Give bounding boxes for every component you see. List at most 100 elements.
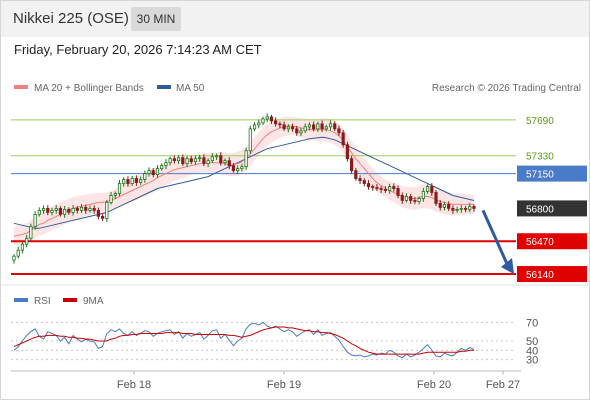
candle-body (307, 124, 312, 128)
candle-body (117, 183, 122, 194)
candle-body (303, 126, 307, 132)
rsi-tick-label-70: 70 (526, 317, 538, 329)
candle-body (214, 155, 219, 158)
candle-body (392, 186, 396, 189)
level-label-56470: 56470 (526, 237, 554, 248)
report-datetime: Friday, February 20, 2026 7:14:23 AM CET (14, 42, 262, 57)
candle-body (181, 157, 185, 165)
candle-body (248, 128, 252, 152)
x-tick-label: Feb 19 (267, 379, 301, 391)
candle-body (151, 170, 155, 175)
candle-body (375, 187, 379, 189)
level-badge-57150 (517, 165, 587, 182)
candle-body (362, 180, 366, 184)
candle-body (172, 158, 176, 162)
level-badge-56470 (517, 233, 587, 250)
candle-body (79, 207, 84, 211)
candle-body (333, 123, 337, 130)
candle-body (189, 158, 193, 163)
candle-body (413, 200, 417, 202)
candle-body (71, 208, 75, 213)
candle-body (202, 157, 206, 165)
candle-body (366, 183, 371, 187)
candle-body (269, 116, 274, 122)
level-badge-56140 (517, 266, 587, 283)
candle-body (46, 208, 50, 213)
candle-body (451, 208, 455, 211)
candle-body (350, 158, 354, 172)
candle-body (387, 186, 392, 191)
candle-body (58, 208, 63, 215)
candle-body (37, 210, 41, 215)
candle-body (231, 165, 236, 172)
candle-body (472, 206, 476, 209)
candle-body (442, 204, 447, 208)
candle-body (122, 179, 126, 184)
ma20-legend-swatch (14, 85, 28, 89)
candle-body (16, 249, 20, 257)
candle-body (176, 157, 181, 162)
candle-body (320, 123, 324, 130)
timeframe-badge[interactable]: 30 MIN (131, 7, 181, 31)
candle-body (113, 193, 117, 196)
x-tick-label: Feb 27 (486, 379, 520, 391)
candle-body (316, 123, 320, 130)
candle-body (438, 203, 442, 208)
candle-body (67, 209, 71, 213)
candle-body (88, 208, 92, 211)
ma20-legend-label: MA 20 + Bollinger Bands (34, 83, 144, 94)
candle-body (240, 166, 244, 170)
candle-body (345, 144, 349, 160)
candle-body (252, 124, 257, 130)
x-tick-label: Feb 20 (417, 379, 451, 391)
candle-body (430, 186, 434, 193)
candle-body (210, 156, 214, 162)
candle-body (50, 210, 54, 213)
ma50-legend-label: MA 50 (176, 83, 205, 94)
candle-body (400, 195, 404, 201)
candle-body (278, 123, 282, 126)
candle-body (206, 160, 210, 165)
candle-body (425, 186, 430, 192)
ma50-legend-swatch (157, 85, 171, 89)
candle-body (29, 225, 33, 239)
candle-body (265, 116, 269, 120)
rsi-legend-label: RSI (34, 296, 51, 307)
candle-body (109, 195, 113, 203)
rsi-ma-line (13, 326, 474, 355)
level-label-56140: 56140 (526, 270, 554, 281)
level-label-56800: 56800 (526, 204, 554, 215)
level-label-57690: 57690 (526, 116, 554, 127)
candle-body (12, 255, 16, 261)
candle-body (324, 126, 328, 130)
instrument-title: Nikkei 225 (OSE) (13, 10, 129, 27)
candle-body (185, 158, 189, 165)
candle-body (354, 170, 358, 179)
level-label-57330: 57330 (526, 152, 554, 163)
forecast-arrow-head (501, 258, 514, 275)
candle-body (130, 178, 134, 184)
candle-body (198, 157, 202, 160)
candle-body (261, 118, 265, 124)
candle-body (404, 196, 409, 201)
candle-body (236, 168, 240, 172)
candle-body (54, 208, 58, 211)
candle-body (164, 162, 168, 167)
candle-body (257, 122, 261, 126)
candle-body (328, 123, 333, 128)
header-bar: Nikkei 225 (OSE) 30 MIN (1, 1, 589, 37)
candle-body (434, 192, 438, 204)
level-label-57150: 57150 (526, 170, 554, 181)
candle-body (155, 168, 160, 175)
rsi-ma-legend-label: 9MA (83, 296, 104, 307)
candle-body (295, 128, 299, 134)
candle-body (143, 173, 147, 180)
candle-body (168, 158, 172, 164)
candle-body (193, 158, 198, 163)
candle-body (341, 132, 345, 146)
candle-body (219, 155, 223, 164)
candle-body (33, 213, 37, 227)
rsi-tick-label-50: 50 (526, 336, 538, 348)
